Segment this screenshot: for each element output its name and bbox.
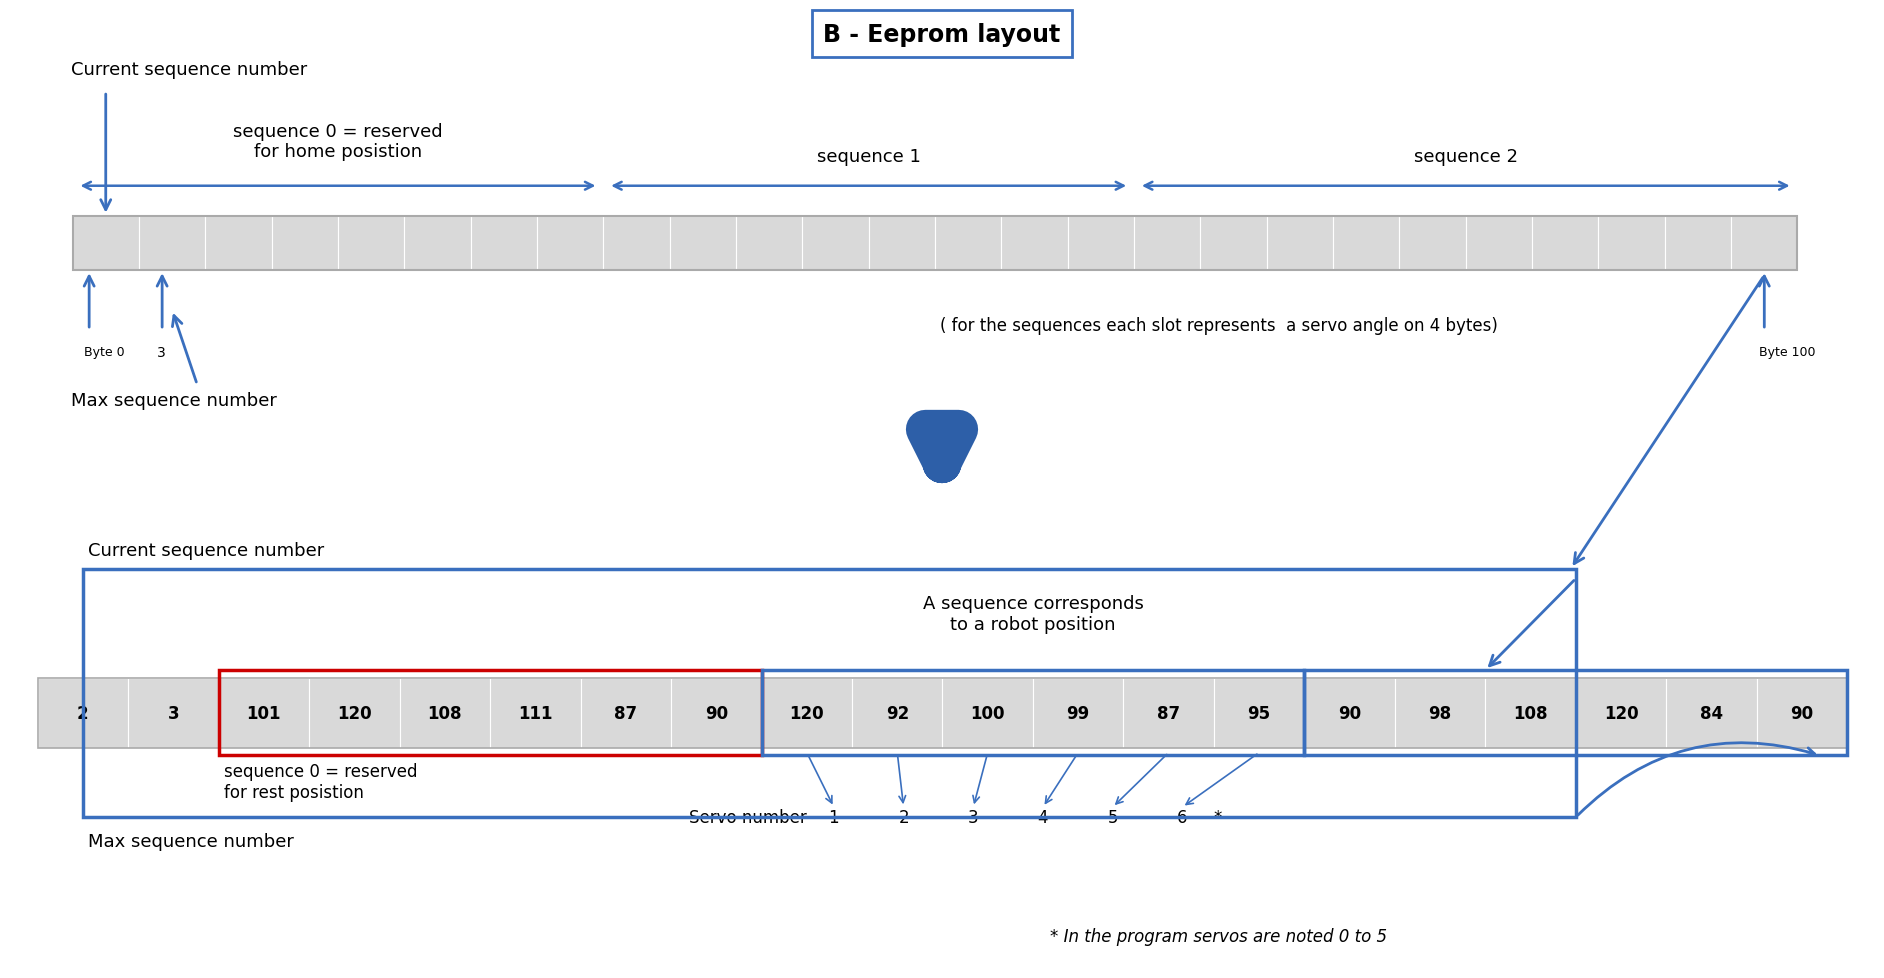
Bar [852, 678, 942, 748]
Bar [1575, 678, 1665, 748]
Bar [803, 216, 869, 271]
Bar [1485, 678, 1575, 748]
Bar [73, 216, 139, 271]
Bar [1758, 678, 1848, 748]
Bar [1598, 216, 1665, 271]
Text: Max sequence number: Max sequence number [70, 391, 277, 409]
Text: 101: 101 [247, 704, 281, 722]
Text: 120: 120 [1603, 704, 1639, 722]
Text: 6: 6 [1178, 808, 1187, 826]
Bar [1665, 678, 1758, 748]
Text: 120: 120 [337, 704, 371, 722]
Text: Byte 100: Byte 100 [1760, 345, 1816, 359]
Text: 98: 98 [1428, 704, 1453, 722]
Bar [934, 216, 1002, 271]
Text: 100: 100 [970, 704, 1004, 722]
Bar [219, 678, 309, 748]
Text: ( for the sequences each slot represents  a servo angle on 4 bytes): ( for the sequences each slot represents… [940, 317, 1498, 334]
Bar [83, 569, 1575, 818]
Bar [537, 216, 603, 271]
Bar [1213, 678, 1304, 748]
Text: 99: 99 [1066, 704, 1089, 722]
Bar [205, 216, 271, 271]
Text: sequence 0 = reserved
for home posistion: sequence 0 = reserved for home posistion [234, 122, 443, 161]
Text: sequence 1: sequence 1 [818, 148, 921, 165]
Bar [761, 678, 852, 748]
Bar [1394, 678, 1485, 748]
Bar [671, 678, 761, 748]
Bar [490, 678, 580, 748]
Bar [737, 216, 803, 271]
Bar [1334, 216, 1400, 271]
Bar [869, 216, 934, 271]
Text: 87: 87 [1157, 704, 1179, 722]
Bar [1466, 216, 1532, 271]
Bar [1032, 678, 1123, 748]
Text: 87: 87 [614, 704, 637, 722]
Bar [128, 678, 219, 748]
Text: 3: 3 [168, 704, 179, 722]
Text: 2: 2 [899, 808, 908, 826]
Bar [1304, 678, 1394, 748]
Text: 95: 95 [1247, 704, 1270, 722]
Text: 1: 1 [829, 808, 838, 826]
Bar [1068, 216, 1134, 271]
Text: sequence 0 = reserved
for rest posistion: sequence 0 = reserved for rest posistion [224, 763, 416, 801]
Bar [139, 216, 205, 271]
Bar [1731, 216, 1797, 271]
Bar [1002, 216, 1068, 271]
Bar [1134, 216, 1200, 271]
Text: 120: 120 [789, 704, 823, 722]
Bar [337, 216, 405, 271]
Text: 2: 2 [77, 704, 89, 722]
Text: sequence 2: sequence 2 [1413, 148, 1519, 165]
Text: B - Eeprom layout: B - Eeprom layout [823, 22, 1061, 47]
Bar [1400, 216, 1466, 271]
Text: Byte 0: Byte 0 [85, 345, 124, 359]
Bar [399, 678, 490, 748]
Text: *: * [1213, 808, 1221, 826]
Text: 90: 90 [1790, 704, 1814, 722]
Bar [38, 678, 1848, 748]
Text: Current sequence number: Current sequence number [70, 62, 307, 79]
Text: Max sequence number: Max sequence number [89, 832, 294, 850]
Text: 108: 108 [428, 704, 462, 722]
Bar [1200, 216, 1266, 271]
Bar [603, 216, 669, 271]
Text: 90: 90 [705, 704, 727, 722]
Text: 4: 4 [1038, 808, 1048, 826]
Text: 108: 108 [1513, 704, 1549, 722]
Bar [73, 216, 1797, 271]
Bar [1304, 670, 1848, 756]
Text: 90: 90 [1338, 704, 1362, 722]
Bar [1266, 216, 1334, 271]
Bar [580, 678, 671, 748]
Text: Servo number: Servo number [690, 808, 806, 826]
Text: A sequence corresponds
to a robot position: A sequence corresponds to a robot positi… [923, 595, 1144, 633]
Text: 3: 3 [968, 808, 978, 826]
Bar [309, 678, 399, 748]
Text: 92: 92 [885, 704, 908, 722]
Bar [38, 678, 128, 748]
Bar [471, 216, 537, 271]
Text: Current sequence number: Current sequence number [89, 541, 324, 559]
Bar [1123, 678, 1213, 748]
Text: 3: 3 [156, 345, 166, 360]
Bar [219, 670, 761, 756]
Bar [405, 216, 471, 271]
Text: 111: 111 [518, 704, 552, 722]
Text: * In the program servos are noted 0 to 5: * In the program servos are noted 0 to 5 [1049, 927, 1387, 946]
Bar [761, 670, 1304, 756]
Text: 5: 5 [1108, 808, 1117, 826]
Bar [942, 678, 1032, 748]
Bar [1665, 216, 1731, 271]
Bar [271, 216, 337, 271]
Text: 84: 84 [1699, 704, 1724, 722]
Bar [669, 216, 737, 271]
Bar [1532, 216, 1598, 271]
